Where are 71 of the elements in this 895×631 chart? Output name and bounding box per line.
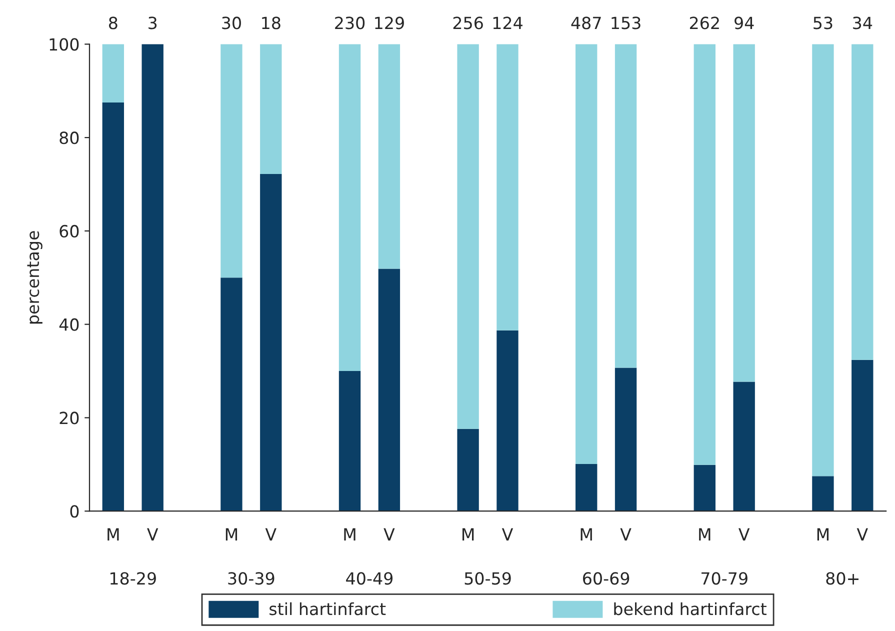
bar [812,476,834,512]
text: 8 [108,16,118,30]
bar [812,44,834,476]
text: 124 [493,16,522,30]
text: 53 [814,16,832,30]
bar [338,44,361,372]
bar [694,44,716,465]
bar [338,371,361,512]
bar [614,368,637,512]
bar [457,44,479,429]
bar [142,44,164,512]
legend-label: stil hartinfarct [270,602,386,616]
y-tick-label: 80 [60,132,79,144]
y-tick-label: 0 [70,505,79,518]
x-tick-label: M [462,528,474,540]
text: 3 [148,16,157,30]
bar [102,102,124,512]
bar [852,44,874,360]
text: 94 [734,16,754,30]
y-tick-label: 100 [50,38,79,51]
bar [102,44,124,103]
x-tick-label: V [265,528,276,540]
bar [378,44,400,269]
text: 18-29 [110,572,156,585]
x-tick-label: V [738,528,750,540]
x-tick-label: M [580,528,592,540]
x-tick-label: M [226,528,238,540]
bar [260,44,282,174]
bar [733,382,755,512]
text: 262 [690,16,719,30]
x-tick-label: V [856,528,868,540]
y-axis-title: percentage [27,231,42,324]
bar [852,360,874,512]
x-tick-label: M [817,528,829,540]
x-tick-label: V [620,528,632,540]
bar [733,44,755,382]
bar [576,464,598,512]
text: 129 [375,16,404,30]
bar [220,44,242,278]
text: 60-69 [583,572,630,585]
legend-label: bekend hartinfarct [614,602,766,616]
y-tick-label: 40 [59,318,79,331]
text: 256 [453,16,483,30]
x-tick-label: M [108,528,119,540]
bar [220,278,242,512]
text: 50-59 [464,572,511,585]
bar [496,44,518,330]
x-tick-label: M [699,528,710,540]
y-tick-label: 20 [60,412,79,424]
text: 153 [612,16,640,30]
text: 80+ [826,572,858,585]
x-tick-label: V [502,528,514,540]
text: 487 [571,16,601,30]
text: 34 [853,16,872,30]
bar [457,428,479,512]
x-tick-label: M [344,528,356,540]
bar [576,44,598,464]
bar [496,330,518,512]
text: 18 [262,16,280,30]
x-tick-label: V [384,528,395,540]
x-tick-label: V [147,528,158,540]
text: 40-49 [346,572,393,585]
bar [614,44,637,368]
text: 30-39 [228,572,274,585]
y-tick-label: 60 [60,224,79,238]
bar [378,268,400,512]
text: 230 [335,16,365,30]
bar [260,174,282,512]
bar [694,464,716,512]
text: 30 [222,16,241,30]
text: 70-79 [702,572,748,585]
